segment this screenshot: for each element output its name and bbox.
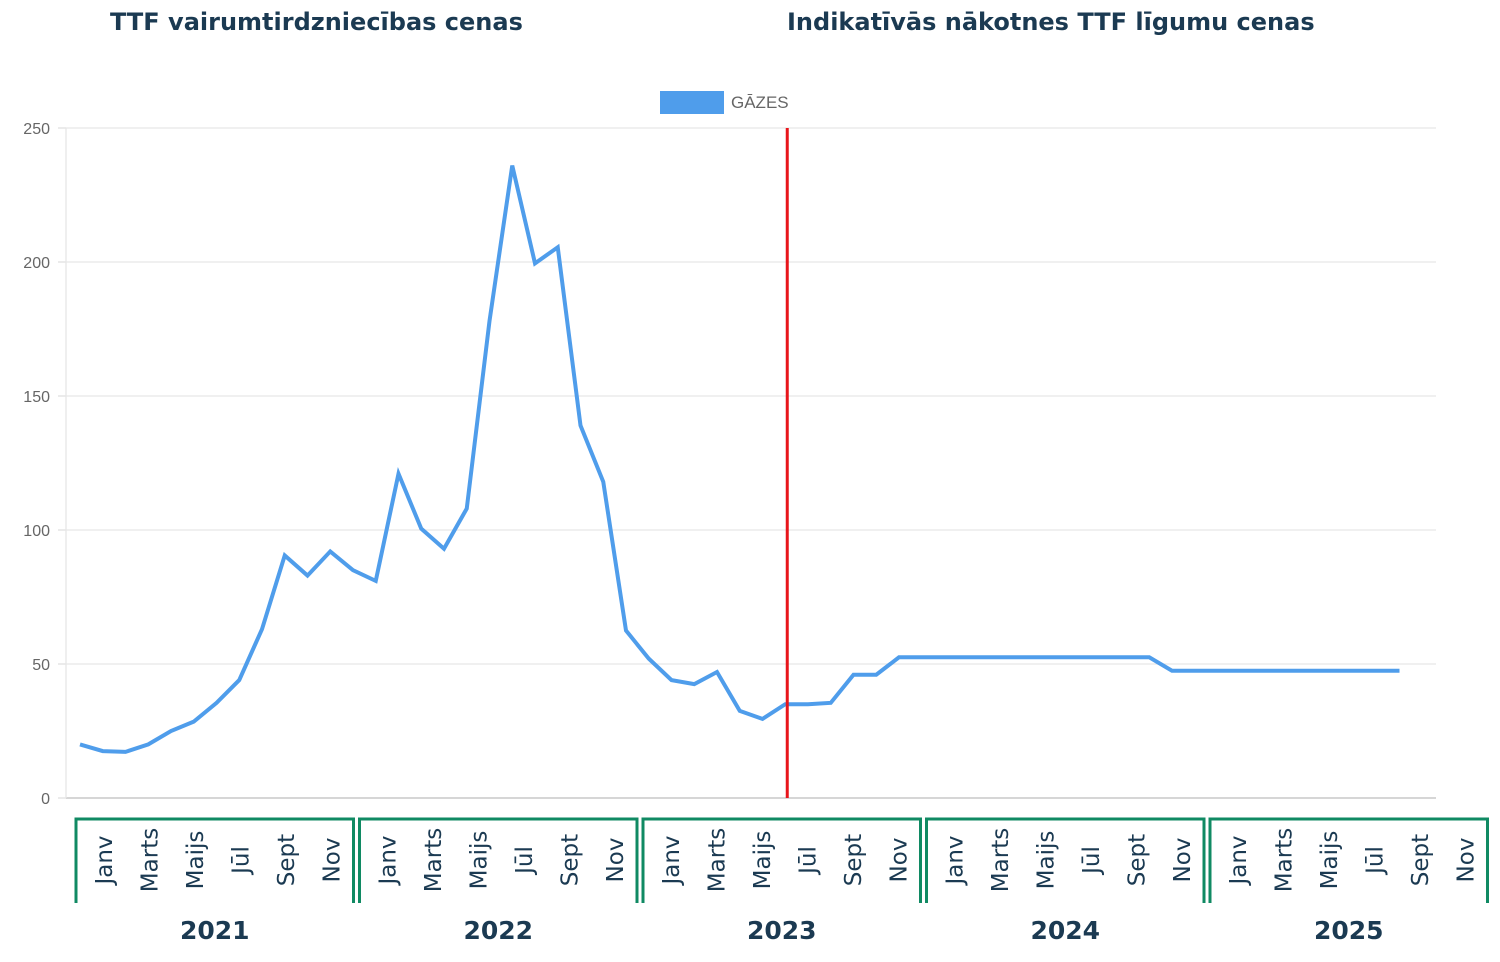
y-tick-label: 100	[23, 523, 50, 540]
year-bracket	[1208, 817, 1489, 903]
year-label: 2022	[463, 916, 533, 945]
month-label: Sept	[1408, 834, 1434, 886]
right-heading: Indikatīvās nākotnes TTF līgumu cenas	[787, 8, 1315, 36]
month-label: Marts	[421, 828, 447, 892]
year-bracket	[925, 817, 1206, 903]
month-label: Jūl	[796, 846, 822, 876]
month-label: Nov	[1170, 838, 1196, 883]
month-label: Janv	[376, 835, 402, 886]
month-label: Maijs	[750, 831, 776, 890]
y-tick-label: 50	[32, 657, 50, 674]
series-line	[79, 165, 1400, 754]
y-tick-label: 200	[23, 255, 50, 272]
month-label: Marts	[138, 828, 164, 892]
month-label: Maijs	[1034, 831, 1060, 890]
y-tick-label: 250	[23, 121, 50, 138]
month-label: Jūl	[1363, 846, 1389, 876]
year-bracket	[74, 817, 355, 903]
x-axis-groups: Janv Marts Maijs Jūl Sept Nov 2021 Janv Marts Mai…	[74, 817, 1489, 945]
month-label: Marts	[988, 828, 1014, 892]
month-label: Nov	[320, 838, 346, 883]
y-axis-ticks: 0 50 100 150 200 250	[23, 121, 50, 808]
month-label: Sept	[274, 834, 300, 886]
year-group-2022: Janv Marts Maijs Jūl Sept Nov 2022	[358, 817, 639, 945]
month-label: Janv	[943, 835, 969, 886]
y-tick-label: 150	[23, 389, 50, 406]
month-label: Maijs	[1317, 831, 1343, 890]
month-label: Marts	[1272, 828, 1298, 892]
year-bracket	[641, 817, 922, 903]
month-label: Sept	[841, 834, 867, 886]
month-label: Jūl	[1079, 846, 1105, 876]
left-heading: TTF vairumtirdzniecības cenas	[110, 8, 523, 36]
month-label: Marts	[705, 828, 731, 892]
year-group-2021: Janv Marts Maijs Jūl Sept Nov 2021	[74, 817, 355, 945]
year-group-2025: Janv Marts Maijs Jūl Sept Nov 2025	[1208, 817, 1489, 945]
year-bracket	[358, 817, 639, 903]
year-label: 2025	[1314, 916, 1384, 945]
month-label: Sept	[1125, 834, 1151, 886]
month-label: Nov	[887, 838, 913, 883]
month-label: Sept	[558, 834, 584, 886]
month-label: Maijs	[467, 831, 493, 890]
month-label: Janv	[659, 835, 685, 886]
grid-lines	[58, 127, 1436, 799]
year-group-2024: Janv Marts Maijs Jūl Sept Nov 2024	[925, 817, 1206, 945]
year-label: 2023	[747, 916, 817, 945]
year-label: 2021	[180, 916, 250, 945]
month-label: Nov	[603, 838, 629, 883]
series-gazes	[79, 165, 1400, 754]
month-label: Nov	[1454, 838, 1480, 883]
legend-swatch	[660, 91, 724, 114]
month-label: Janv	[1226, 835, 1252, 886]
month-label: Maijs	[183, 831, 209, 890]
month-label: Jūl	[512, 846, 538, 876]
year-label: 2024	[1030, 916, 1100, 945]
year-group-2023: Janv Marts Maijs Jūl Sept Nov 2023	[641, 817, 922, 945]
legend-label: GĀZES	[731, 93, 789, 112]
y-tick-label: 0	[41, 791, 50, 808]
month-label: Jūl	[229, 846, 255, 876]
legend: GĀZES	[660, 91, 789, 114]
month-label: Janv	[92, 835, 118, 886]
